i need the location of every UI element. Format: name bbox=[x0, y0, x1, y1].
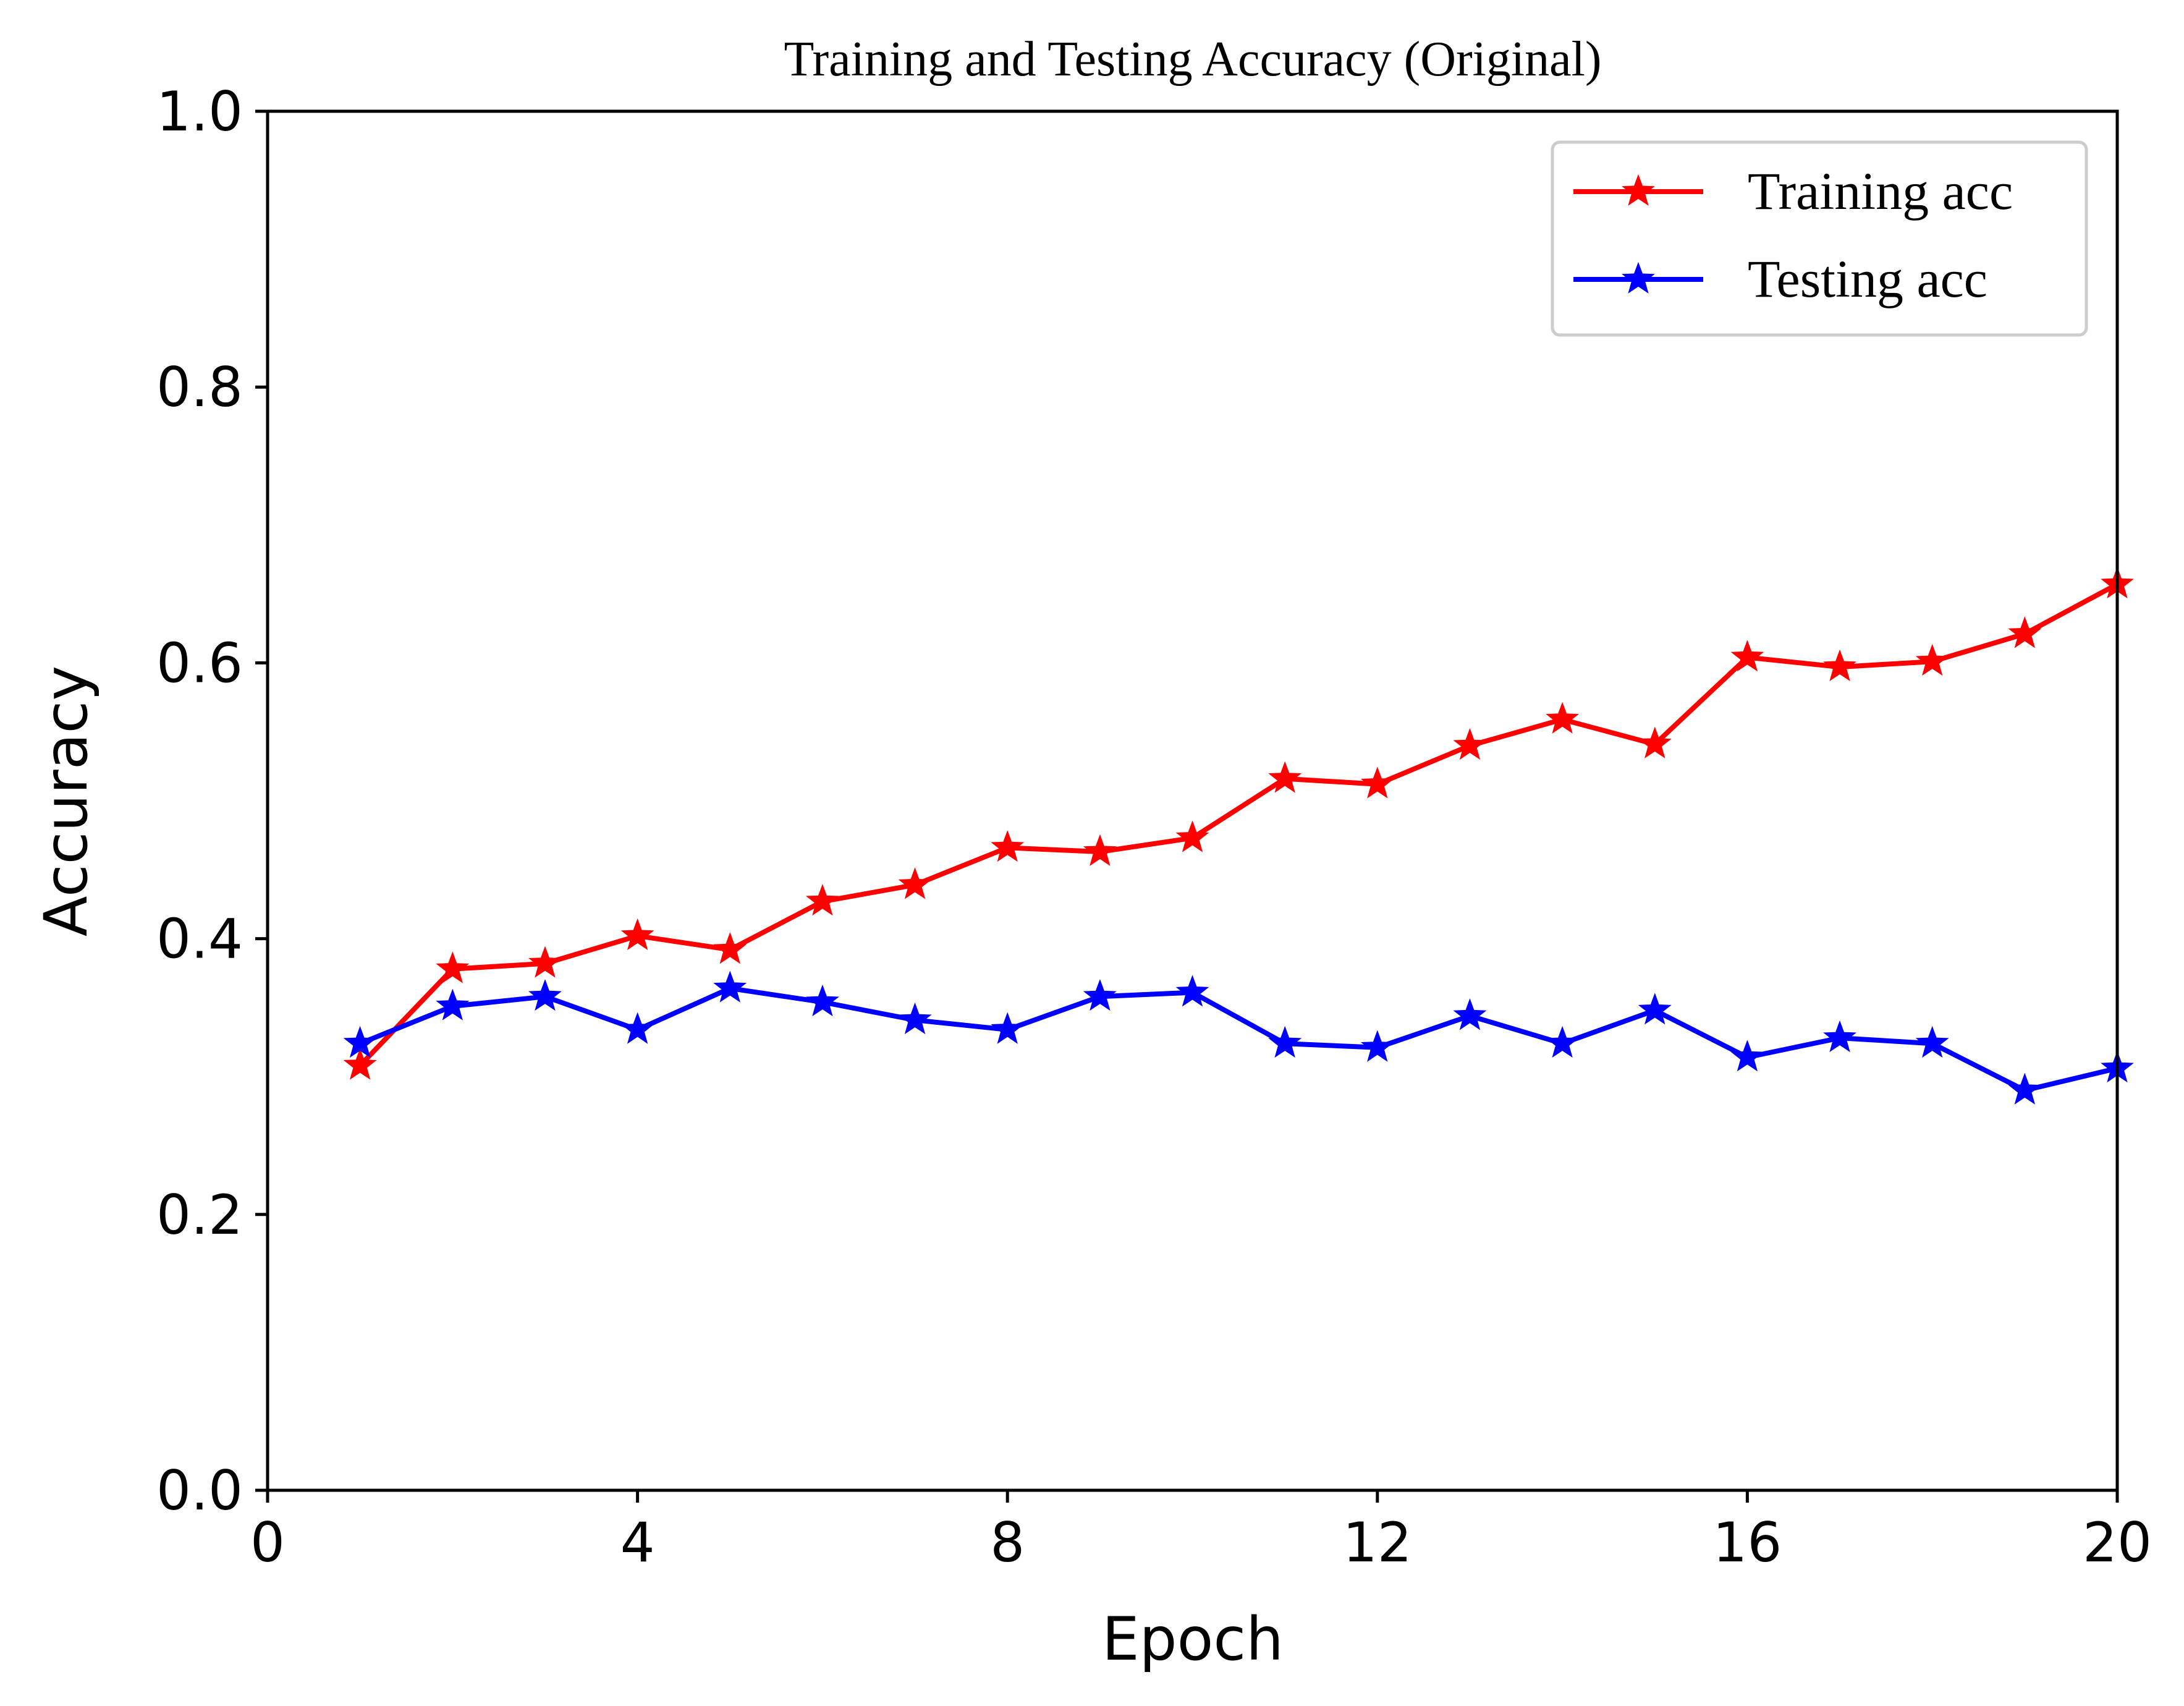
data-point-marker bbox=[805, 984, 839, 1017]
legend-label: Testing acc bbox=[1748, 249, 1987, 308]
series-layer bbox=[343, 566, 2134, 1105]
data-point-marker bbox=[991, 830, 1025, 862]
data-point-marker bbox=[1915, 643, 1949, 676]
legend-marker bbox=[1622, 174, 1655, 206]
data-point-marker bbox=[1083, 834, 1117, 867]
data-point-marker bbox=[2008, 1072, 2042, 1105]
data-point-marker bbox=[713, 970, 747, 1003]
plot-frame bbox=[266, 109, 2119, 1492]
legend-entries: Training acc Testing acc bbox=[1573, 161, 2013, 308]
x-axis-label: Epoch bbox=[1102, 1605, 1284, 1674]
legend-label: Training acc bbox=[1748, 161, 2013, 221]
x-tick-label: 20 bbox=[2083, 1511, 2152, 1574]
data-point-marker bbox=[620, 918, 654, 951]
y-tick-label: 0.0 bbox=[156, 1459, 243, 1522]
data-point-marker bbox=[1268, 1025, 1302, 1058]
data-point-marker bbox=[1915, 1025, 1949, 1058]
data-point-marker bbox=[1175, 975, 1209, 1007]
legend-entry: Testing acc bbox=[1573, 249, 1987, 308]
data-point-marker bbox=[1730, 1040, 1764, 1072]
x-axis: 0 4 8 12 16 20 bbox=[250, 1490, 2152, 1574]
data-point-marker bbox=[1546, 702, 1580, 734]
data-point-marker bbox=[1083, 978, 1117, 1011]
data-point-marker bbox=[1453, 998, 1487, 1030]
x-tick-label: 8 bbox=[990, 1511, 1025, 1574]
data-point-marker bbox=[1730, 640, 1764, 672]
y-axis: 0.0 0.2 0.4 0.6 0.8 1.0 bbox=[156, 80, 268, 1522]
y-tick-label: 0.2 bbox=[156, 1183, 243, 1247]
series-training-acc bbox=[343, 566, 2134, 1080]
data-point-marker bbox=[436, 951, 470, 983]
data-point-marker bbox=[343, 1025, 377, 1058]
x-tick-label: 12 bbox=[1343, 1511, 1412, 1574]
data-point-marker bbox=[805, 884, 839, 916]
data-point-marker bbox=[528, 946, 562, 978]
data-point-marker bbox=[1268, 761, 1302, 793]
y-axis-label: Accuracy bbox=[32, 666, 101, 936]
x-tick-label: 16 bbox=[1712, 1511, 1782, 1574]
data-point-marker bbox=[1175, 820, 1209, 852]
data-point-marker bbox=[1546, 1025, 1580, 1058]
data-point-marker bbox=[1360, 1030, 1394, 1062]
data-point-marker bbox=[2008, 616, 2042, 648]
chart-title: Training and Testing Accuracy (Original) bbox=[784, 32, 1601, 87]
y-tick-label: 0.6 bbox=[156, 631, 243, 695]
data-point-marker bbox=[713, 932, 747, 964]
data-point-marker bbox=[1823, 1020, 1857, 1053]
data-point-marker bbox=[991, 1012, 1025, 1044]
legend-entry: Training acc bbox=[1573, 161, 2013, 221]
data-point-marker bbox=[343, 1048, 377, 1080]
data-point-marker bbox=[1360, 766, 1394, 799]
data-point-marker bbox=[1638, 726, 1672, 758]
series-line bbox=[358, 582, 2118, 1067]
data-point-marker bbox=[620, 1012, 654, 1044]
y-tick-label: 0.8 bbox=[156, 355, 243, 419]
y-tick-label: 1.0 bbox=[156, 80, 243, 143]
data-point-marker bbox=[436, 988, 470, 1021]
data-point-marker bbox=[1638, 993, 1672, 1025]
data-point-marker bbox=[898, 1002, 932, 1035]
data-point-marker bbox=[528, 978, 562, 1011]
legend-marker bbox=[1622, 261, 1655, 294]
data-point-marker bbox=[898, 867, 932, 899]
legend: Training acc Testing acc bbox=[1551, 140, 2088, 337]
series-line bbox=[359, 985, 2118, 1093]
x-tick-label: 4 bbox=[620, 1511, 655, 1574]
data-point-marker bbox=[1823, 649, 1857, 682]
x-tick-label: 0 bbox=[250, 1511, 285, 1574]
y-tick-label: 0.4 bbox=[156, 907, 243, 971]
data-point-marker bbox=[1453, 728, 1487, 760]
series-testing-acc bbox=[343, 970, 2134, 1105]
